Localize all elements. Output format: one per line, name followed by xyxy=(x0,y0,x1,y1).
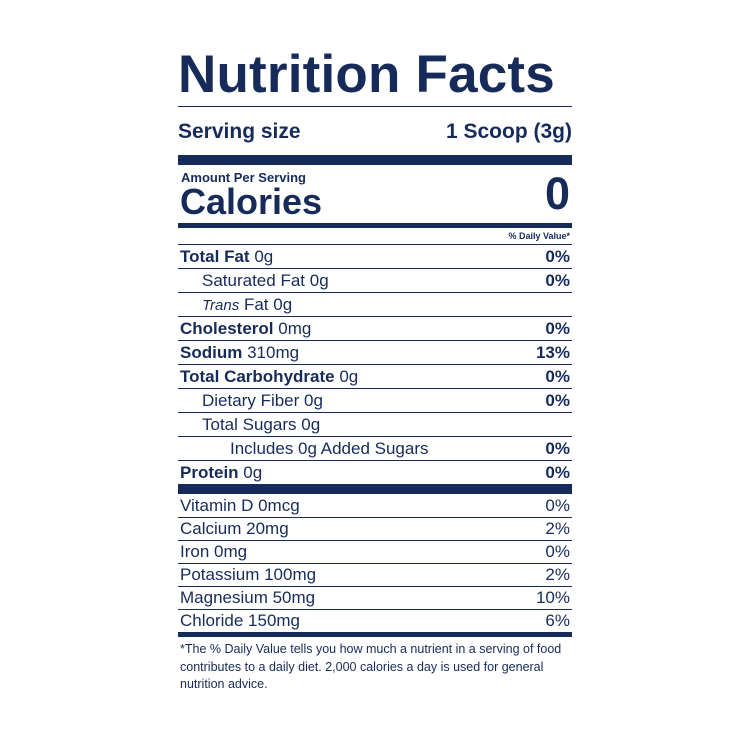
nutrient-name: Dietary Fiber xyxy=(202,390,300,410)
vitamin-row: Calcium 20mg 2% xyxy=(178,517,572,540)
vitamin-name: Chloride 150mg xyxy=(180,611,301,630)
vitamin-dv: 2% xyxy=(545,519,570,538)
nutrient-name: Total Carbohydrate xyxy=(180,366,335,386)
vitamin-row: Vitamin D 0mcg 0% xyxy=(178,494,572,517)
nutrient-row-dietary-fiber: Dietary Fiber 0g 0% xyxy=(178,388,572,412)
nutrient-dv: 13% xyxy=(535,342,570,362)
nutrient-amount: 0mg xyxy=(278,318,312,338)
nutrient-row-protein: Protein 0g 0% xyxy=(178,460,572,484)
vitamin-name: Magnesium 50mg xyxy=(180,588,316,607)
nutrient-amount: 0g xyxy=(301,414,321,434)
nutrient-dv: 0% xyxy=(545,366,570,386)
amount-per-serving: Amount Per Serving xyxy=(181,170,306,185)
nutrient-dv: 0% xyxy=(545,246,570,266)
nutrient-amount: 0g xyxy=(304,390,323,410)
vitamin-dv: 2% xyxy=(545,565,570,584)
nutrient-name: Fat xyxy=(243,294,269,314)
nutrient-dv: 0% xyxy=(545,390,570,410)
vitamin-dv: 10% xyxy=(535,588,570,607)
nutrient-dv: 0% xyxy=(545,462,570,482)
footnote: *The % Daily Value tells you how much a … xyxy=(180,642,562,691)
vitamin-dv: 0% xyxy=(545,542,570,561)
vitamin-row: Iron 0mg 0% xyxy=(178,540,572,563)
calories-block: Amount Per Serving Calories 0 xyxy=(178,165,572,223)
nutrient-amount: 0g xyxy=(243,462,263,482)
vitamin-dv: 6% xyxy=(545,611,570,630)
nutrient-row-sodium: Sodium 310mg 13% xyxy=(178,340,572,364)
serving-size-value: 1 Scoop (3g) xyxy=(445,120,572,143)
nutrient-amount: 310mg xyxy=(247,342,300,362)
nutrient-name: Protein xyxy=(180,462,239,482)
vitamin-name: Iron 0mg xyxy=(180,542,248,561)
vitamin-name: Calcium 20mg xyxy=(180,519,289,538)
serving-size-row: Serving size 1 Scoop (3g) xyxy=(178,107,572,155)
medium-divider xyxy=(178,632,572,637)
nutrient-dv: 0% xyxy=(545,270,570,290)
nutrient-row-total-sugars: Total Sugars 0g xyxy=(178,412,572,436)
calories-label: Calories xyxy=(180,181,323,222)
nutrient-amount: 0g xyxy=(273,294,293,314)
nutrition-facts-label: Nutrition Facts Serving size 1 Scoop (3g… xyxy=(178,44,572,694)
nutrient-row-trans-fat: Trans Fat 0g xyxy=(178,292,572,316)
calories-value: 0 xyxy=(544,168,570,219)
nutrient-name-italic: Trans xyxy=(202,296,240,314)
vitamins-list: Vitamin D 0mcg 0% Calcium 20mg 2% Iron 0… xyxy=(178,494,572,632)
vitamin-row: Potassium 100mg 2% xyxy=(178,563,572,586)
nutrient-amount: 0g xyxy=(309,270,329,290)
vitamin-name: Vitamin D 0mcg xyxy=(180,495,300,515)
thick-divider xyxy=(178,155,572,165)
nutrient-row-total-carbohydrate: Total Carbohydrate 0g 0% xyxy=(178,364,572,388)
nutrient-row-total-fat: Total Fat 0g 0% xyxy=(178,244,572,268)
nutrient-name: Includes 0g Added Sugars xyxy=(230,438,429,458)
nutrient-row-saturated-fat: Saturated Fat 0g 0% xyxy=(178,268,572,292)
nutrient-name: Sodium xyxy=(180,342,243,362)
vitamin-row: Magnesium 50mg 10% xyxy=(178,586,572,609)
label-title: Nutrition Facts xyxy=(178,45,555,104)
vitamin-row: Chloride 150mg 6% xyxy=(178,609,572,632)
nutrient-amount: 0g xyxy=(339,366,359,386)
nutrient-amount: 0g xyxy=(254,246,274,266)
vitamin-dv: 0% xyxy=(545,495,570,515)
daily-value-header: % Daily Value* xyxy=(508,231,570,241)
nutrient-name: Total Sugars xyxy=(202,414,297,434)
nutrient-name: Total Fat xyxy=(180,246,250,266)
thick-divider xyxy=(178,484,572,494)
vitamin-name: Potassium 100mg xyxy=(180,565,317,584)
serving-size-label: Serving size xyxy=(178,120,301,143)
nutrient-dv: 0% xyxy=(545,438,570,458)
nutrient-name: Saturated Fat xyxy=(202,270,306,290)
nutrient-row-cholesterol: Cholesterol 0mg 0% xyxy=(178,316,572,340)
nutrient-row-added-sugars: Includes 0g Added Sugars 0% xyxy=(178,436,572,460)
nutrient-dv: 0% xyxy=(545,318,570,338)
medium-divider xyxy=(178,223,572,228)
nutrient-name: Cholesterol xyxy=(180,318,274,338)
divider xyxy=(178,106,572,107)
